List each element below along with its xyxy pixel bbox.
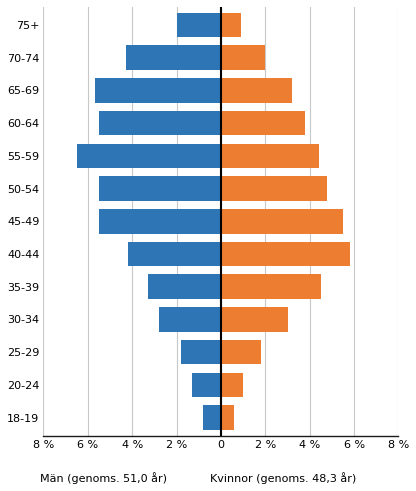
Text: Män (genoms. 51,0 år): Män (genoms. 51,0 år) (40, 472, 168, 484)
Bar (221, 78, 292, 103)
Bar (126, 45, 221, 70)
Bar (128, 242, 221, 266)
Bar (148, 274, 221, 299)
Bar (99, 209, 221, 234)
Bar (176, 13, 221, 37)
Bar (192, 373, 221, 397)
Bar (159, 307, 221, 331)
Bar (221, 111, 305, 136)
Bar (99, 111, 221, 136)
Text: Kvinnor (genoms. 48,3 år): Kvinnor (genoms. 48,3 år) (210, 472, 356, 484)
Bar (221, 340, 261, 364)
Bar (221, 143, 319, 168)
Bar (181, 340, 221, 364)
Bar (99, 176, 221, 201)
Bar (221, 274, 321, 299)
Bar (221, 13, 241, 37)
Bar (221, 307, 287, 331)
Bar (221, 209, 343, 234)
Bar (221, 45, 265, 70)
Bar (77, 143, 221, 168)
Bar (203, 405, 221, 430)
Bar (94, 78, 221, 103)
Bar (221, 242, 349, 266)
Bar (221, 373, 243, 397)
Bar (221, 405, 234, 430)
Bar (221, 176, 327, 201)
